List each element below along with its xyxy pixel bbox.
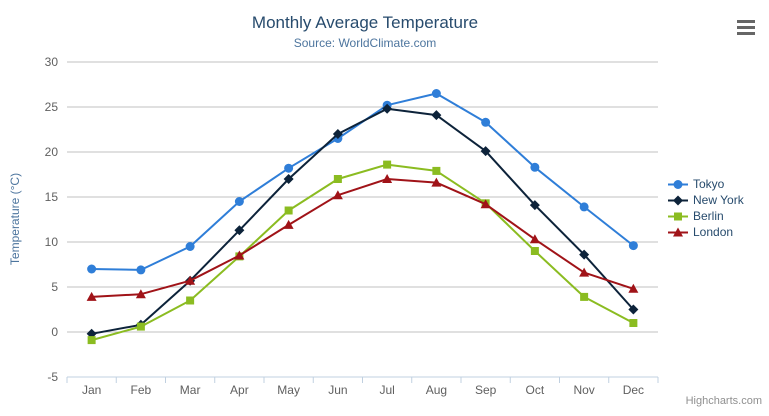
y-axis-label: 0 bbox=[51, 325, 58, 339]
data-point-tokyo[interactable] bbox=[284, 163, 294, 173]
x-axis-label: Oct bbox=[526, 383, 545, 397]
data-point-new-york[interactable] bbox=[628, 304, 639, 315]
x-axis-label: Jan bbox=[82, 383, 101, 397]
square-legend-icon bbox=[668, 212, 688, 220]
series-line-london[interactable] bbox=[90, 178, 635, 298]
data-point-tokyo[interactable] bbox=[87, 264, 97, 274]
data-point-london[interactable] bbox=[382, 174, 393, 183]
y-axis-label: 10 bbox=[45, 235, 59, 249]
legend-item-london[interactable]: London bbox=[668, 224, 744, 240]
x-axis-label: Mar bbox=[180, 383, 201, 397]
x-axis-label: Sep bbox=[475, 383, 497, 397]
data-point-london[interactable] bbox=[628, 283, 639, 293]
x-axis-label: Nov bbox=[573, 383, 594, 397]
data-point-tokyo[interactable] bbox=[579, 202, 589, 212]
x-axis-label: Dec bbox=[623, 383, 644, 397]
y-axis-label: 20 bbox=[45, 145, 59, 159]
data-point-new-york[interactable] bbox=[480, 146, 491, 157]
data-point-london[interactable] bbox=[135, 289, 146, 299]
legend-item-berlin[interactable]: Berlin bbox=[668, 208, 744, 224]
x-axis-label: Aug bbox=[426, 383, 447, 397]
series-line-berlin[interactable] bbox=[90, 163, 635, 342]
legend-item-tokyo[interactable]: Tokyo bbox=[668, 176, 744, 192]
data-point-london[interactable] bbox=[185, 275, 196, 285]
data-point-new-york[interactable] bbox=[579, 249, 590, 260]
data-point-london[interactable] bbox=[234, 250, 245, 260]
x-axis-label: Feb bbox=[131, 383, 152, 397]
y-axis-label: 15 bbox=[45, 190, 59, 204]
data-point-berlin[interactable] bbox=[186, 296, 195, 305]
circle-legend-icon bbox=[668, 179, 688, 189]
legend-item-new-york[interactable]: New York bbox=[668, 192, 744, 208]
x-axis-label: May bbox=[277, 383, 300, 397]
data-point-london[interactable] bbox=[283, 219, 294, 229]
x-axis-label: Jun bbox=[328, 383, 347, 397]
data-point-new-york[interactable] bbox=[529, 200, 540, 211]
data-point-new-york[interactable] bbox=[332, 129, 343, 139]
data-point-tokyo[interactable] bbox=[628, 241, 638, 251]
x-axis-label: Apr bbox=[230, 383, 249, 397]
credits-link[interactable]: Highcharts.com bbox=[685, 395, 762, 407]
y-axis-label: 25 bbox=[45, 100, 59, 114]
y-axis-label: 5 bbox=[51, 280, 58, 294]
legend-label: Berlin bbox=[693, 209, 724, 223]
data-point-berlin[interactable] bbox=[284, 206, 293, 215]
hamburger-icon bbox=[736, 32, 755, 35]
data-point-tokyo[interactable] bbox=[185, 242, 195, 251]
data-point-new-york[interactable] bbox=[431, 110, 442, 121]
data-point-tokyo[interactable] bbox=[431, 89, 441, 98]
legend: Tokyo New York Berlin London bbox=[668, 176, 744, 240]
data-point-london[interactable] bbox=[529, 234, 540, 244]
diamond-legend-icon bbox=[668, 195, 688, 205]
data-point-new-york[interactable] bbox=[283, 174, 294, 184]
series-line-tokyo[interactable] bbox=[90, 92, 635, 271]
data-point-new-york[interactable] bbox=[234, 225, 245, 236]
legend-label: New York bbox=[693, 193, 744, 207]
series-line-new-york[interactable] bbox=[90, 107, 635, 335]
data-point-berlin[interactable] bbox=[383, 160, 392, 169]
data-point-berlin[interactable] bbox=[432, 166, 441, 175]
y-axis-title: Temperature (°C) bbox=[8, 172, 22, 266]
export-menu-button[interactable] bbox=[733, 20, 758, 40]
legend-label: Tokyo bbox=[693, 177, 725, 191]
data-point-berlin[interactable] bbox=[333, 175, 342, 183]
data-point-london[interactable] bbox=[579, 267, 590, 277]
data-point-tokyo[interactable] bbox=[234, 197, 244, 206]
data-point-london[interactable] bbox=[480, 199, 491, 209]
hamburger-icon bbox=[736, 20, 755, 23]
data-point-tokyo[interactable] bbox=[136, 265, 146, 275]
data-point-new-york[interactable] bbox=[382, 103, 393, 114]
data-point-london[interactable] bbox=[332, 190, 343, 200]
x-axis-label: Jul bbox=[379, 383, 394, 397]
data-point-tokyo[interactable] bbox=[530, 162, 540, 172]
y-axis-label: 30 bbox=[45, 55, 59, 69]
y-axis-label: -5 bbox=[47, 370, 58, 384]
data-point-london[interactable] bbox=[86, 291, 97, 301]
hamburger-icon bbox=[736, 26, 755, 29]
data-point-berlin[interactable] bbox=[87, 336, 96, 345]
data-point-tokyo[interactable] bbox=[481, 117, 491, 127]
data-point-berlin[interactable] bbox=[629, 319, 638, 327]
triangle-legend-icon bbox=[668, 227, 688, 236]
data-point-berlin[interactable] bbox=[530, 247, 539, 255]
data-point-berlin[interactable] bbox=[136, 322, 145, 331]
legend-label: London bbox=[693, 225, 734, 239]
data-point-london[interactable] bbox=[431, 177, 442, 187]
data-point-berlin[interactable] bbox=[580, 292, 589, 301]
